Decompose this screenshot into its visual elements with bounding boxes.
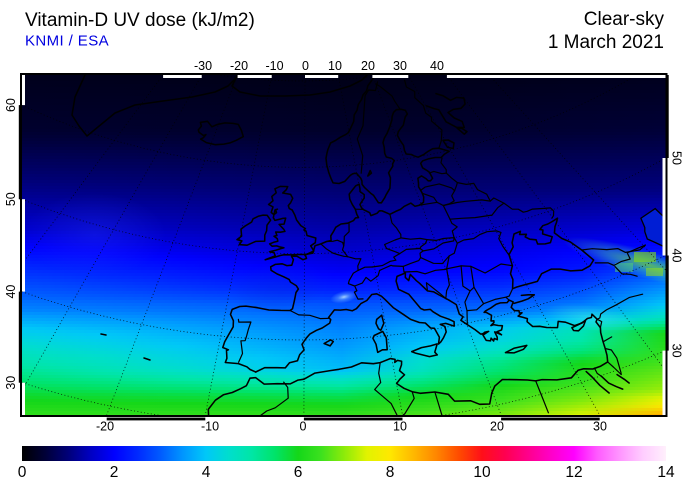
svg-text:60: 60 [4, 98, 18, 112]
svg-text:-30: -30 [194, 59, 212, 73]
svg-text:14: 14 [657, 464, 675, 481]
svg-text:30: 30 [670, 344, 684, 358]
svg-text:20: 20 [490, 420, 504, 434]
svg-text:2: 2 [110, 464, 119, 481]
svg-text:Vitamin-D UV dose (kJ/m2): Vitamin-D UV dose (kJ/m2) [25, 10, 255, 31]
svg-text:0: 0 [300, 420, 307, 434]
svg-text:10: 10 [473, 464, 491, 481]
svg-text:1 March 2021: 1 March 2021 [548, 32, 664, 53]
svg-text:4: 4 [202, 464, 211, 481]
svg-text:6: 6 [294, 464, 303, 481]
svg-text:10: 10 [328, 59, 342, 73]
svg-text:8: 8 [386, 464, 395, 481]
svg-text:40: 40 [4, 285, 18, 299]
svg-text:50: 50 [4, 192, 18, 206]
svg-text:30: 30 [593, 420, 607, 434]
svg-text:30: 30 [393, 59, 407, 73]
svg-text:50: 50 [670, 151, 684, 165]
svg-text:10: 10 [393, 420, 407, 434]
svg-text:40: 40 [670, 249, 684, 263]
svg-text:-10: -10 [265, 59, 283, 73]
svg-text:20: 20 [361, 59, 375, 73]
svg-text:-10: -10 [201, 420, 219, 434]
svg-text:0: 0 [302, 59, 309, 73]
svg-text:40: 40 [430, 59, 444, 73]
svg-text:-20: -20 [230, 59, 248, 73]
svg-text:Clear-sky: Clear-sky [584, 9, 665, 30]
svg-text:KNMI / ESA: KNMI / ESA [25, 33, 109, 50]
svg-text:-20: -20 [96, 420, 114, 434]
svg-text:0: 0 [18, 464, 27, 481]
svg-text:30: 30 [4, 376, 18, 390]
svg-text:12: 12 [565, 464, 582, 481]
